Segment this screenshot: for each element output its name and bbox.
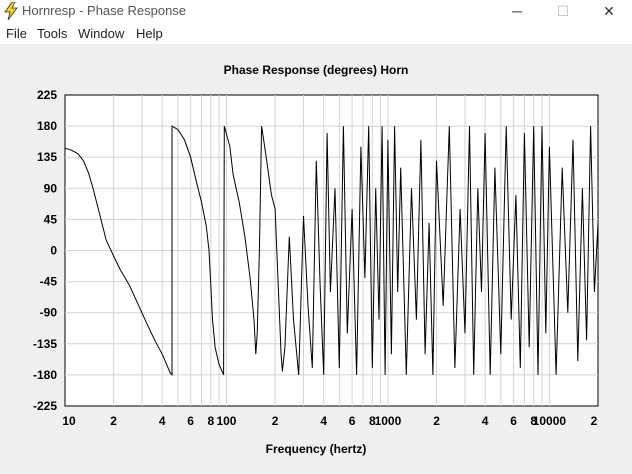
phase-line <box>64 125 599 377</box>
y-tick-label: -135 <box>33 337 57 351</box>
x-tick-label: 1000 <box>375 414 402 428</box>
x-tick-label: 6 <box>349 414 356 428</box>
close-button[interactable]: ✕ <box>603 3 615 19</box>
app-lightning-icon <box>4 2 18 20</box>
y-tick-label: 45 <box>44 212 58 226</box>
y-tick-label: -180 <box>33 368 57 382</box>
x-tick-label: 4 <box>320 414 327 428</box>
y-tick-label: 180 <box>37 119 57 133</box>
menu-tools[interactable]: Tools <box>37 26 68 41</box>
x-tick-label: 2 <box>110 414 117 428</box>
y-tick-label: 0 <box>50 244 57 258</box>
menu-window[interactable]: Window <box>78 26 125 41</box>
menu-bar: File Tools Window Help <box>0 22 632 44</box>
y-tick-label: -45 <box>40 275 58 289</box>
x-tick-label: 8 <box>207 414 214 428</box>
menu-file[interactable]: File <box>6 26 27 41</box>
x-tick-label: 2 <box>591 414 598 428</box>
y-tick-label: -225 <box>33 399 57 413</box>
chart-title: Phase Response (degrees) Horn <box>223 63 409 77</box>
x-tick-label: 10000 <box>533 414 567 428</box>
x-tick-label: 8 <box>369 414 376 428</box>
y-tick-label: 225 <box>37 88 57 102</box>
window-title: Hornresp - Phase Response <box>22 3 187 18</box>
x-axis-label: Frequency (hertz) <box>265 442 367 456</box>
y-tick-label: 135 <box>37 150 57 164</box>
title-bar: Hornresp - Phase Response ─ ☐ ✕ <box>0 0 632 22</box>
y-axis-ticks: 225 180 135 90 45 0 -45 -90 -135 -180 -225 <box>33 88 57 413</box>
x-tick-label: 4 <box>159 414 166 428</box>
x-tick-label: 10 <box>62 414 76 428</box>
maximize-button[interactable]: ☐ <box>556 3 570 19</box>
x-tick-label: 2 <box>272 414 279 428</box>
y-tick-label: 90 <box>44 181 58 195</box>
x-tick-label: 8 <box>530 414 537 428</box>
x-tick-label: 4 <box>482 414 489 428</box>
y-tick-label: -90 <box>40 306 58 320</box>
x-tick-label: 100 <box>216 414 236 428</box>
x-tick-label: 6 <box>187 414 194 428</box>
x-tick-label: 6 <box>510 414 517 428</box>
minimize-button[interactable]: ─ <box>512 3 522 19</box>
phase-series <box>64 125 599 377</box>
menu-help[interactable]: Help <box>136 26 163 41</box>
x-tick-label: 2 <box>433 414 440 428</box>
